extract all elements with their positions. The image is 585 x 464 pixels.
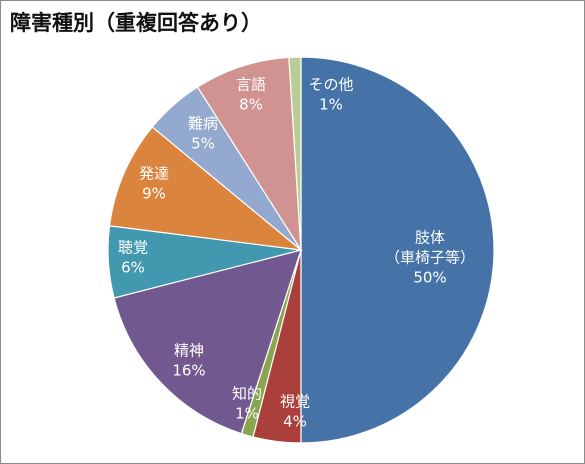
data-label-percent: 16% [172, 362, 205, 380]
data-label-category: 知的 [232, 385, 262, 403]
data-label-percent: 8% [239, 96, 263, 114]
data-label-category: （車椅子等） [385, 249, 475, 267]
data-label-percent: 50% [413, 269, 446, 287]
slice-label-intellect: 知的 1% [232, 385, 262, 423]
data-label-category: 発達 [139, 165, 169, 183]
data-label-category: 精神 [174, 342, 204, 360]
data-label-category: 言語 [236, 76, 266, 94]
data-label-percent: 1% [235, 405, 259, 423]
data-label-percent: 1% [319, 96, 343, 114]
data-label-category: 難病 [188, 115, 218, 133]
data-label-percent: 4% [283, 413, 307, 431]
slice-label-speech: 言語 8% [236, 76, 266, 114]
pie-slice-body [300, 56, 495, 444]
pie-slice-other [288, 56, 302, 251]
pie-slice-mental [113, 249, 302, 435]
data-label-percent: 6% [121, 259, 145, 277]
slice-label-other: その他 1% [308, 76, 353, 114]
slice-label-develop: 発達 9% [139, 165, 169, 203]
data-label-category: 肢体 [415, 229, 445, 247]
data-label-percent: 5% [191, 135, 215, 153]
pie-slice-develop [108, 126, 303, 251]
slice-label-mental: 精神 16% [172, 342, 205, 380]
pie-slice-speech [196, 56, 302, 251]
data-label-category: その他 [308, 76, 353, 94]
slice-label-vision: 視覚 4% [280, 393, 310, 431]
data-label-percent: 9% [142, 185, 166, 203]
data-label-category: 視覚 [280, 393, 310, 411]
slice-label-intractable: 難病 5% [188, 115, 218, 153]
slice-label-hearing: 聴覚 6% [118, 239, 148, 277]
chart-title: 障害種別（重複回答あり） [10, 11, 262, 35]
slice-label-body: 肢体 （車椅子等） 50% [385, 229, 475, 287]
data-label-category: 聴覚 [118, 239, 148, 257]
